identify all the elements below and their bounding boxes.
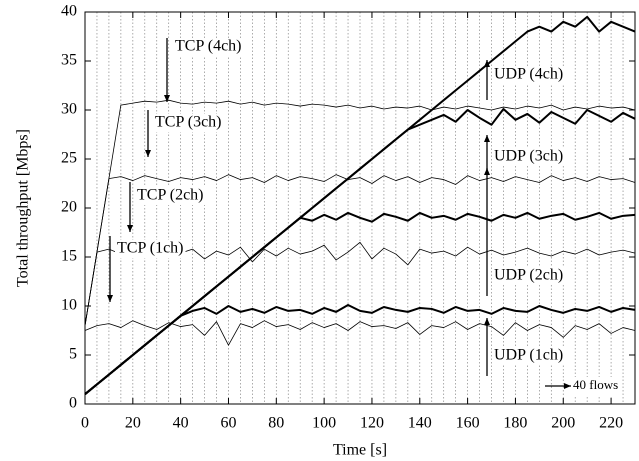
x-tick-label: 120: [360, 415, 384, 432]
y-tick-label: 35: [61, 52, 77, 69]
data-line: [84, 99, 636, 326]
annotation-bg: [173, 38, 244, 56]
y-tick-label: 10: [61, 297, 77, 314]
annotation-bg: [492, 148, 566, 166]
x-tick-label: 20: [125, 415, 141, 432]
annotation: 40 flows: [573, 377, 618, 392]
y-axis-label: Total throughput [Mbps]: [15, 129, 32, 287]
annotation: TCP (1ch): [117, 240, 184, 257]
y-tick-label: 20: [61, 199, 77, 216]
annotation: UDP (3ch): [494, 148, 563, 165]
x-tick-label: 40: [173, 415, 189, 432]
annotation: UDP (4ch): [494, 66, 563, 83]
x-tick-label: 200: [551, 415, 575, 432]
x-tick-label: 180: [503, 415, 527, 432]
data-line: [84, 15, 636, 395]
annotation-bg: [115, 240, 186, 258]
y-tick-label: 5: [69, 346, 77, 363]
annotation-bg: [492, 267, 566, 285]
plot-frame: [84, 11, 636, 405]
x-tick-label: 80: [268, 415, 284, 432]
y-tick-label: 15: [61, 248, 77, 265]
x-tick-label: 160: [456, 415, 480, 432]
data-line: [84, 320, 636, 346]
data-line: [84, 174, 636, 326]
annotation: TCP (2ch): [137, 187, 204, 204]
annotation: TCP (3ch): [155, 114, 222, 131]
x-tick-label: 60: [220, 415, 236, 432]
y-tick-label: 40: [61, 3, 77, 20]
x-tick-label: 220: [599, 415, 623, 432]
x-axis-label: Time [s]: [333, 442, 387, 459]
y-tick-label: 30: [61, 101, 77, 118]
y-tick-label: 0: [69, 395, 77, 412]
annotation-bg: [492, 66, 566, 84]
x-tick-label: 140: [408, 415, 432, 432]
annotation-bg: [492, 347, 566, 365]
x-tick-label: 100: [312, 415, 336, 432]
x-tick-label: 0: [81, 415, 89, 432]
y-tick-label: 25: [61, 150, 77, 167]
annotation-bg: [153, 114, 224, 132]
annotation-bg: [135, 187, 206, 205]
annotation-bg: [571, 377, 621, 395]
annotation: TCP (4ch): [175, 38, 242, 55]
annotation: UDP (2ch): [494, 267, 563, 284]
annotation: UDP (1ch): [494, 347, 563, 364]
